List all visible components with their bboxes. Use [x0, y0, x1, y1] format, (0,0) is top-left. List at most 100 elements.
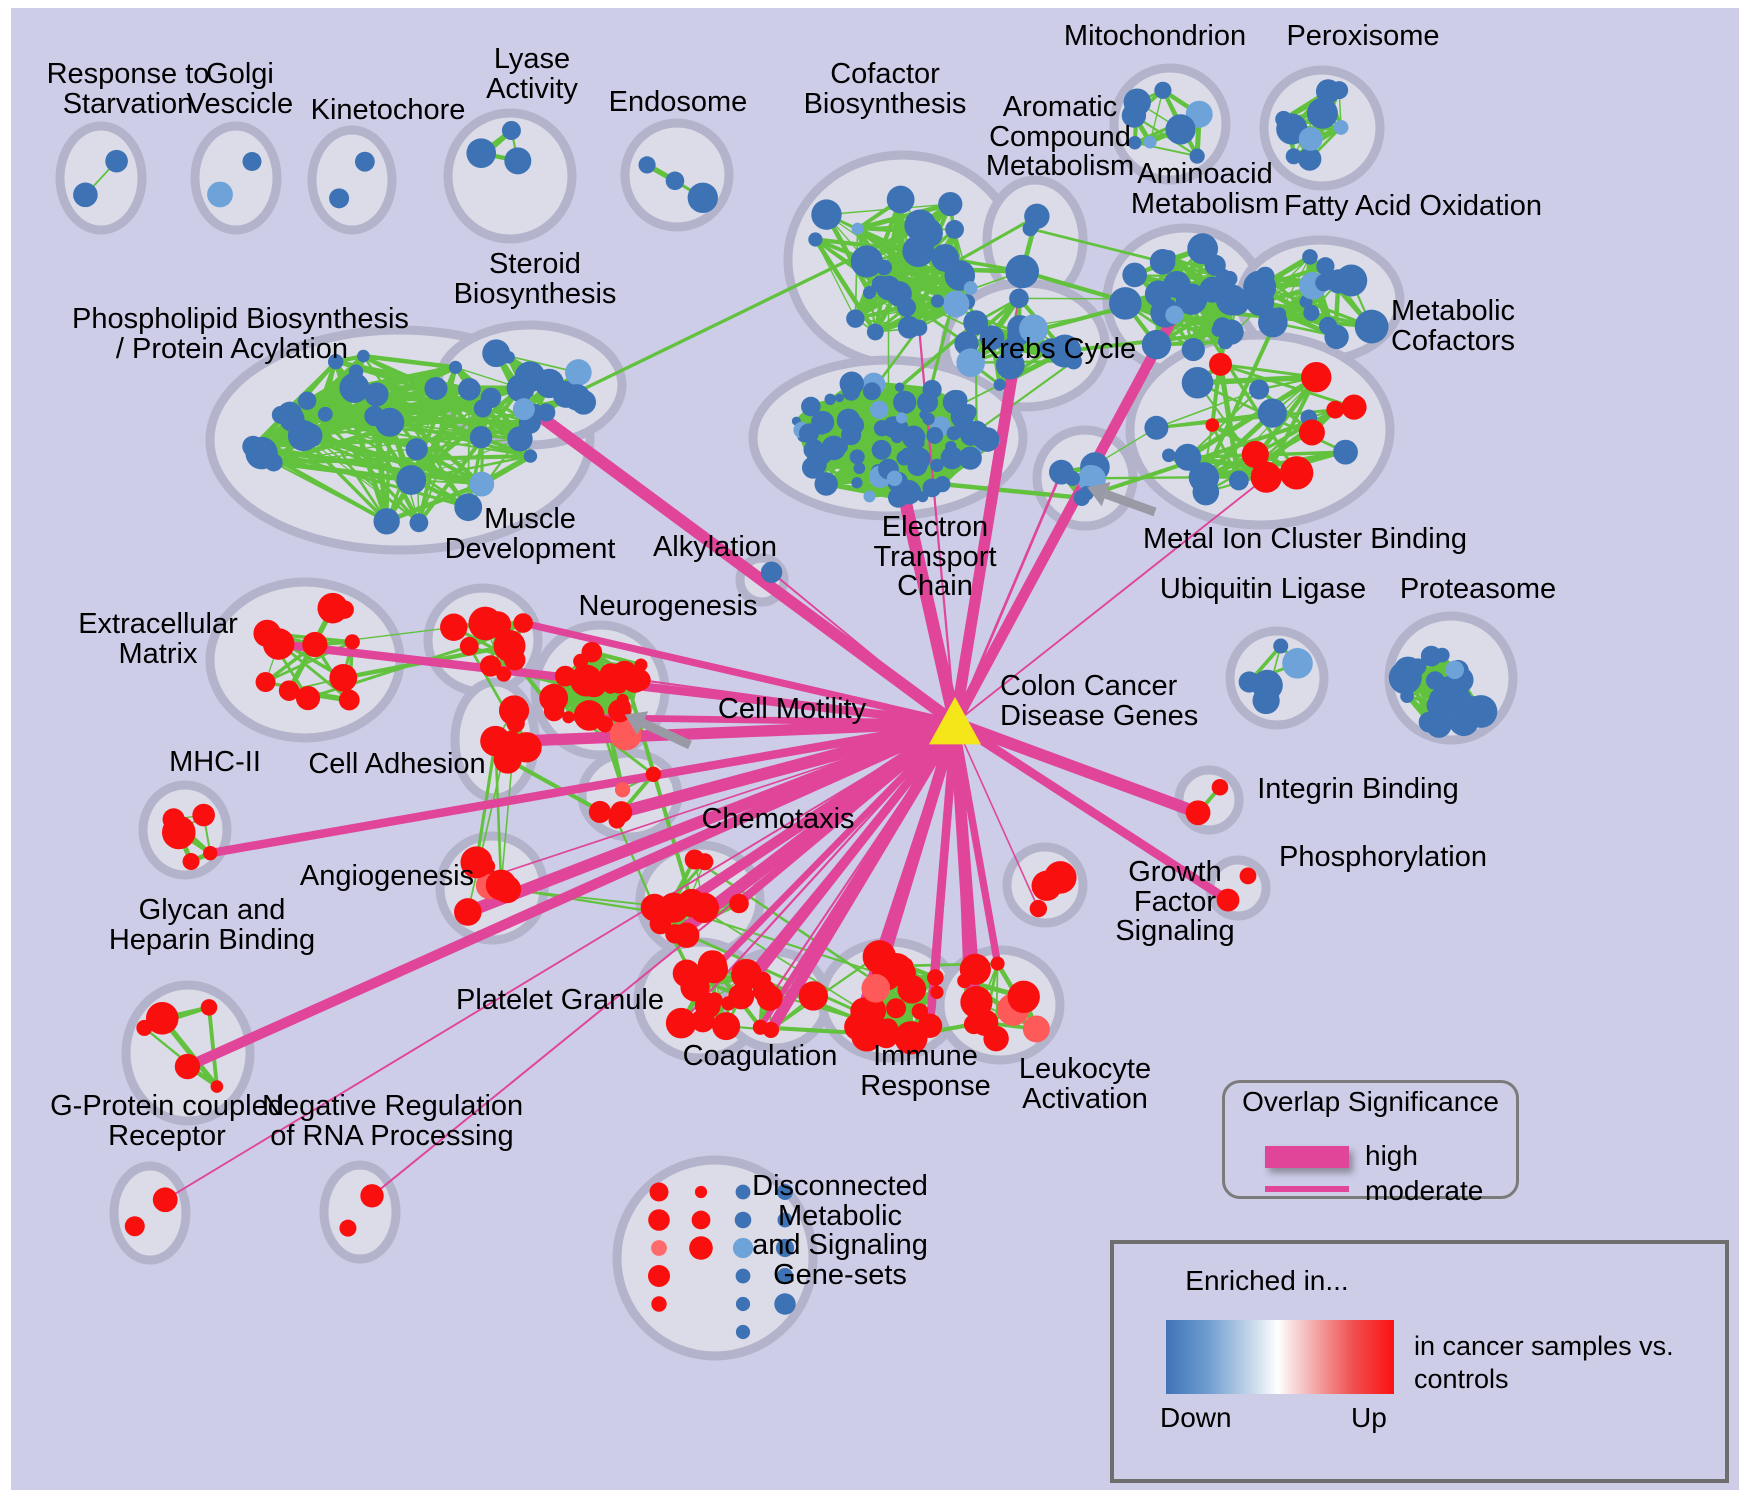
inter-cluster-edge	[622, 671, 694, 906]
gene-set-node	[396, 465, 427, 495]
cluster-label-angiogenesis: Angiogenesis	[299, 860, 475, 892]
gene-set-node	[1238, 671, 1260, 693]
cluster-label-ubiquitin-ligase: Ubiquitin Ligase	[1159, 573, 1367, 605]
gene-set-node	[864, 1020, 879, 1034]
gene-set-node	[454, 898, 482, 926]
gene-set-node	[479, 858, 496, 875]
gene-set-node	[1022, 221, 1038, 237]
gene-set-node	[850, 245, 883, 278]
gene-set-node	[863, 490, 876, 503]
gene-set-node	[735, 1296, 751, 1312]
gene-set-edge	[362, 354, 438, 390]
gene-set-node	[468, 606, 503, 641]
hub-node[interactable]	[929, 697, 981, 745]
gene-set-node	[957, 973, 972, 989]
cluster-label-chemotaxis: Chemotaxis	[701, 803, 855, 835]
gene-set-node	[940, 446, 964, 470]
gene-set-node	[876, 275, 901, 301]
gene-set-node	[995, 350, 1025, 380]
cluster-label-phosphorylation: Phosphorylation	[1279, 841, 1487, 873]
gene-set-node	[1306, 97, 1338, 129]
gene-set-node	[174, 1053, 201, 1080]
gene-set-node	[588, 800, 612, 824]
gene-set-node	[691, 1210, 711, 1230]
gene-set-node	[1228, 470, 1249, 491]
gene-set-node	[493, 883, 508, 898]
hub-spoke	[711, 720, 958, 972]
gene-set-node	[811, 199, 842, 230]
gene-set-node	[1301, 362, 1332, 393]
cluster-label-metal-ion-cluster-binding: Metal Ion Cluster Binding	[1143, 523, 1467, 555]
gene-set-node	[537, 403, 556, 422]
gene-set-node	[454, 493, 483, 522]
gene-set-node	[1064, 470, 1081, 487]
gene-set-node	[910, 319, 928, 337]
gene-set-node	[904, 209, 937, 242]
gene-set-node	[862, 940, 897, 974]
gene-set-node	[1329, 329, 1342, 342]
gene-set-node	[697, 950, 728, 980]
cluster-label-kinetochore: Kinetochore	[310, 94, 466, 126]
gene-set-node	[1029, 899, 1048, 918]
gene-set-node	[665, 1007, 697, 1039]
gene-set-node	[504, 147, 532, 175]
gene-set-node	[931, 244, 959, 272]
gene-set-node	[1122, 262, 1147, 288]
legend-enriched-in: Enriched in... Down Up in cancer samples…	[1110, 1240, 1729, 1483]
gene-set-node	[687, 182, 718, 213]
gene-set-node	[862, 382, 881, 401]
gene-set-node	[145, 1002, 179, 1035]
cluster-label-cofactor-biosynthesis: Cofactor Biosynthesis	[803, 58, 967, 120]
gene-set-node	[911, 1003, 929, 1020]
hub-spoke	[954, 722, 1040, 909]
gene-set-node	[440, 613, 468, 641]
cluster-label-muscle-development: Muscle Development	[444, 503, 616, 565]
cluster-label-peroxisome: Peroxisome	[1286, 20, 1440, 52]
cluster-label-aromatic-compound-metabolism: Aromatic Compound Metabolism	[985, 91, 1135, 183]
gene-set-node	[1241, 440, 1269, 469]
cluster-label-growth-factor-signaling: Growth Factor Signaling	[1115, 856, 1235, 948]
gene-set-node	[776, 1267, 794, 1285]
cluster-label-negative-regulation-rna-processing: Negative Regulation of RNA Processing	[262, 1090, 524, 1152]
gene-set-node	[554, 665, 576, 687]
gene-set-node	[1445, 660, 1465, 680]
gene-set-node	[364, 382, 389, 407]
cluster-label-leukocyte-activation: Leukocyte Activation	[1018, 1053, 1152, 1115]
gene-set-edge	[361, 353, 458, 370]
hub-spoke	[209, 718, 956, 858]
gene-set-node	[1333, 120, 1349, 135]
gene-set-node	[477, 146, 493, 162]
gene-set-node	[956, 348, 985, 377]
gene-set-node	[1149, 249, 1176, 275]
inter-cluster-edge	[510, 887, 662, 915]
gene-set-node	[603, 680, 618, 694]
gene-set-node	[1448, 705, 1479, 737]
gene-set-node	[731, 958, 762, 990]
gene-set-node	[886, 470, 903, 487]
gene-set-node	[348, 364, 364, 379]
gene-set-node	[1205, 418, 1220, 432]
gene-set-node	[255, 672, 276, 693]
inter-cluster-edge	[1201, 312, 1282, 480]
gene-set-node	[502, 635, 523, 656]
gene-set-node	[922, 478, 942, 498]
hub-spoke	[660, 718, 958, 922]
gene-set-node	[1316, 257, 1335, 276]
gene-set-node	[891, 431, 904, 444]
gene-set-node	[424, 376, 448, 400]
gene-set-node	[1165, 305, 1184, 325]
hub-spoke	[531, 407, 959, 728]
gene-set-node	[562, 711, 575, 724]
gene-set-node	[638, 156, 656, 174]
gene-set-node	[1123, 88, 1151, 116]
gene-set-node	[963, 1014, 984, 1035]
gene-set-node	[608, 811, 626, 829]
gene-set-node	[732, 1237, 754, 1259]
cluster-label-phospholipid-biosynthesis: Phospholipid Biosynthesis / Protein Acyl…	[72, 303, 409, 365]
gene-set-node	[896, 957, 914, 975]
cluster-label-glycan-heparin-binding: Glycan and Heparin Binding	[108, 894, 316, 956]
hub-spoke	[522, 619, 956, 727]
gene-set-edge	[1219, 362, 1318, 379]
gene-set-node	[1154, 81, 1172, 99]
